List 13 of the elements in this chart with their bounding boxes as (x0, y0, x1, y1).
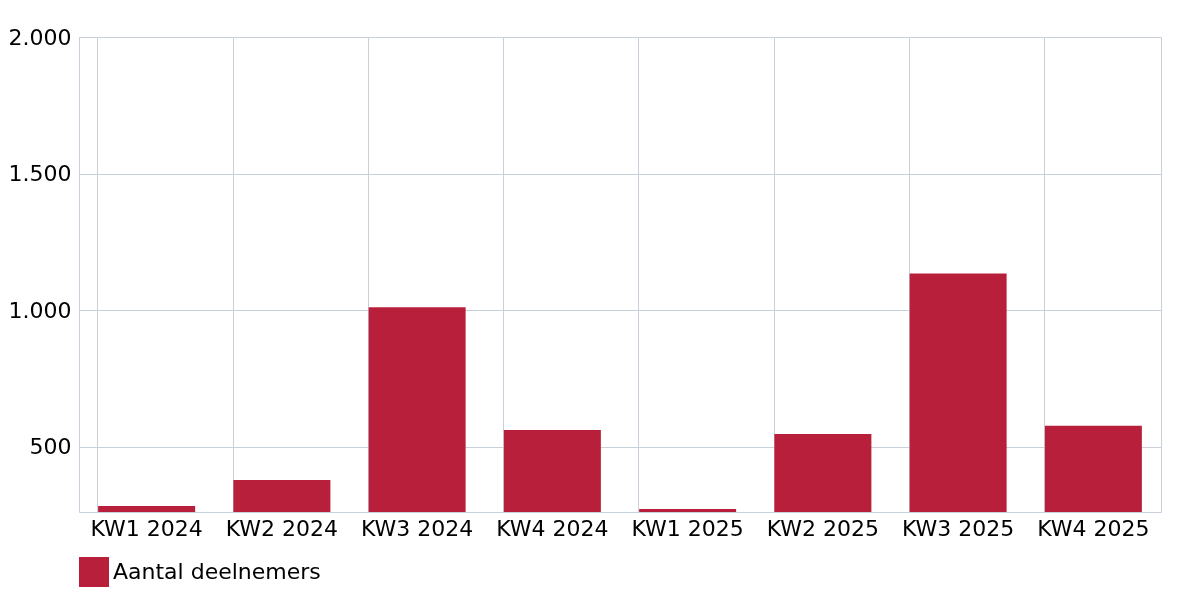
x-tick-label: KW4 2025 (1037, 515, 1150, 541)
y-tick-label: 1.500 (8, 161, 72, 187)
x-tick-label: KW3 2024 (360, 515, 474, 541)
x-tick-label: KW1 2024 (90, 515, 203, 541)
y-tick-label: 2.000 (8, 24, 72, 50)
x-tick-label: KW2 2025 (766, 515, 880, 541)
x-tick-label: KW1 2025 (631, 515, 744, 541)
legend-label: Aantal deelnemers (113, 559, 321, 584)
x-tick-label: KW3 2025 (901, 515, 1015, 541)
x-tick-label: KW2 2024 (225, 515, 339, 541)
y-tick-label: 500 (29, 434, 72, 460)
y-tick-label: 1.000 (8, 297, 72, 323)
x-tick-label: KW4 2024 (496, 515, 609, 541)
